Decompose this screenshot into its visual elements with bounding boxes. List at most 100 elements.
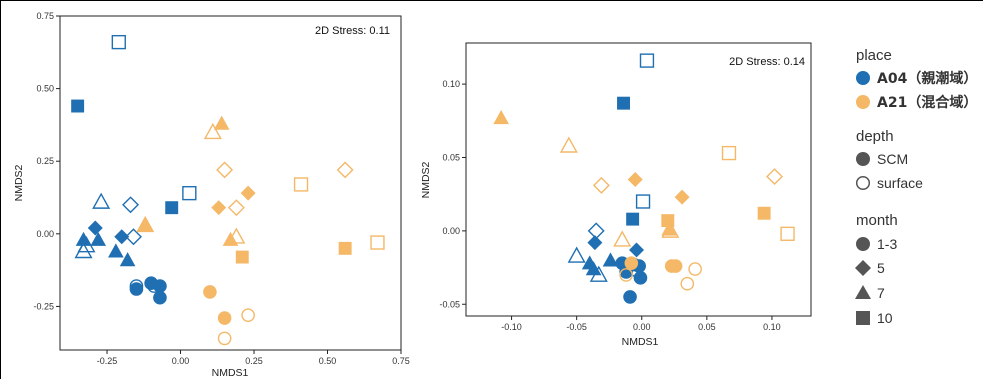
data-point: [629, 242, 645, 258]
data-point: [668, 259, 683, 273]
data-point: [153, 290, 167, 305]
data-point: [87, 220, 103, 236]
data-point: [147, 279, 161, 293]
data-point: [119, 252, 136, 267]
x-ticks-right: -0.10 -0.05 0.00 0.05 0.10: [501, 316, 781, 332]
data-point: [241, 308, 255, 322]
data-point: [217, 331, 232, 346]
data-point: [680, 276, 695, 291]
data-point: [567, 246, 586, 263]
data-point: [203, 122, 222, 140]
x-ticks-left: -0.25 0.00 0.25 0.50 0.75: [97, 350, 410, 366]
legend-label-a04: A04（親潮域）: [877, 70, 977, 87]
data-point: [211, 200, 227, 216]
legend-label-surface: surface: [877, 175, 923, 191]
data-point: [213, 115, 230, 130]
data-point: [617, 96, 630, 110]
stress-label-left: 2D Stress: 0.11: [315, 25, 390, 37]
y-tick-label: 0.00: [36, 229, 54, 239]
data-point: [587, 235, 603, 251]
data-point: [674, 189, 690, 205]
legend-marker-month-1-3: [856, 237, 870, 251]
x-tick-label: 0.25: [245, 356, 263, 366]
y-axis-label-left: NMDS2: [13, 164, 25, 201]
data-point: [623, 290, 637, 304]
data-point: [635, 194, 651, 209]
data-point: [619, 268, 633, 282]
data-point: [626, 212, 640, 226]
data-point: [129, 282, 144, 296]
x-tick-label: 0.00: [633, 322, 651, 332]
data-point: [71, 99, 85, 113]
x-tick-label: 0.05: [698, 322, 716, 332]
data-point: [111, 34, 126, 50]
legend-title-month: month: [856, 212, 898, 229]
y-tick-label: 0.25: [36, 156, 54, 166]
legend-label-month-10: 10: [877, 310, 893, 326]
data-point: [108, 243, 124, 258]
legend: place A04（親潮域） A21（混合域） depth SCM surfac…: [855, 47, 977, 326]
data-point: [559, 136, 578, 153]
legend-marker-surface: [855, 175, 871, 191]
data-point: [137, 217, 154, 232]
data-point: [227, 199, 245, 217]
legend-label-month-5: 5: [877, 260, 885, 276]
y-tick-label: -0.05: [439, 299, 460, 309]
points-right: [493, 53, 795, 304]
plot-frame-left: [59, 15, 402, 351]
y-ticks-left: -0.25 0.00 0.25 0.50 0.75: [33, 11, 60, 311]
y-ticks-right: -0.05 0.00 0.05 0.10: [439, 79, 466, 309]
data-point: [585, 261, 602, 276]
nmds-plot-left: 2D Stress: 0.11 -0.25 0.00 0.25 0.50 0.75 -0…: [13, 11, 410, 379]
data-point: [661, 221, 680, 238]
points-left: [71, 34, 385, 346]
x-tick-label: 0.00: [172, 356, 190, 366]
data-point: [721, 145, 737, 161]
data-point: [125, 228, 142, 246]
data-point: [122, 196, 140, 214]
data-point: [370, 235, 385, 250]
legend-marker-a21: [856, 95, 870, 109]
data-point: [592, 176, 610, 194]
data-point: [493, 110, 509, 125]
data-point: [293, 177, 309, 192]
x-axis-label-left: NMDS1: [212, 367, 249, 379]
y-tick-label: -0.25: [33, 301, 54, 311]
data-point: [235, 250, 249, 264]
data-point: [136, 215, 155, 233]
x-tick-label: -0.10: [501, 322, 522, 332]
data-point: [766, 168, 784, 186]
legend-marker-month-10: [856, 311, 870, 325]
data-point: [77, 236, 96, 253]
legend-marker-scm: [856, 152, 870, 166]
data-point: [661, 214, 675, 228]
legend-label-scm: SCM: [877, 151, 908, 167]
data-point: [90, 231, 107, 246]
data-point: [165, 201, 179, 215]
data-point: [182, 186, 197, 201]
legend-label-month-1-3: 1-3: [877, 236, 897, 252]
y-tick-label: 0.50: [36, 84, 54, 94]
data-point: [757, 206, 771, 220]
y-tick-label: 0.05: [442, 152, 460, 162]
legend-marker-month-5: [855, 260, 871, 276]
legend-label-month-7: 7: [877, 285, 885, 301]
legend-title-depth: depth: [856, 128, 894, 145]
data-point: [129, 279, 144, 293]
data-point: [114, 229, 130, 245]
legend-marker-month-7: [855, 285, 871, 299]
data-point: [624, 256, 639, 270]
legend-marker-a04: [856, 71, 870, 85]
x-tick-label: -0.25: [97, 356, 118, 366]
data-point: [217, 311, 232, 325]
legend-title-place: place: [856, 47, 892, 64]
x-tick-label: 0.10: [763, 322, 781, 332]
x-tick-label: 0.75: [392, 356, 410, 366]
data-point: [627, 172, 643, 187]
data-point: [633, 271, 648, 285]
data-point: [688, 262, 702, 276]
data-point: [336, 161, 354, 179]
data-point: [639, 53, 655, 68]
